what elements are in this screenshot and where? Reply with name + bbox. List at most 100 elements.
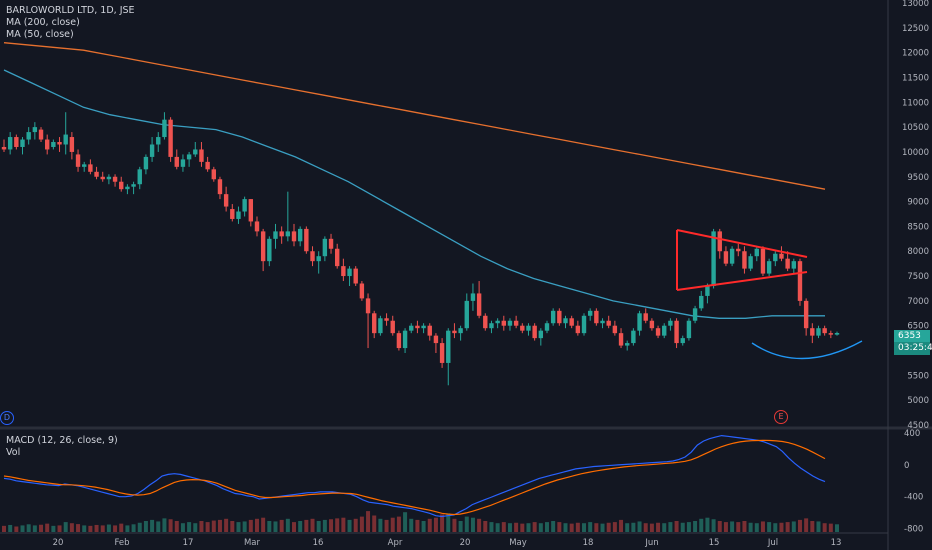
macd-tick-label: 400 — [904, 429, 920, 439]
volume-bar — [600, 523, 605, 532]
candle-body — [248, 199, 254, 222]
candle-body — [168, 119, 173, 157]
volume-bar — [88, 525, 93, 532]
candle-body — [458, 328, 463, 334]
ma200-legend: MA (200, close) — [6, 17, 80, 28]
volume-bar — [310, 518, 315, 532]
volume-bar — [779, 522, 784, 532]
candle-body — [495, 320, 500, 324]
volume-bar — [100, 525, 105, 532]
x-tick-label: 15 — [709, 538, 720, 548]
volume-bar — [797, 519, 802, 532]
volume-bar — [125, 525, 130, 532]
volume-bar — [569, 523, 574, 532]
y-tick-label: 4500 — [907, 421, 929, 431]
candle-body — [94, 171, 99, 177]
candle-body — [563, 318, 568, 324]
candle-body — [631, 330, 636, 344]
volume-bar — [162, 518, 167, 532]
x-tick-label: 16 — [313, 538, 324, 548]
volume-bar — [353, 518, 358, 532]
volume-bar — [686, 522, 691, 532]
candle-body — [452, 330, 457, 334]
candle-body — [489, 323, 494, 329]
candle-body — [186, 154, 192, 160]
candle-body — [736, 248, 741, 252]
volume-bar — [717, 521, 722, 532]
candle-body — [600, 320, 605, 324]
volume-bar — [199, 521, 204, 532]
volume-bar — [341, 517, 346, 532]
candle-body — [470, 293, 476, 301]
countdown-tag: 03:25:46 — [894, 342, 932, 355]
volume-bar — [316, 521, 321, 532]
earnings-marker-icon[interactable]: E — [774, 410, 788, 424]
volume-bar — [137, 522, 142, 532]
candle-body — [569, 318, 574, 326]
candle-body — [729, 248, 735, 264]
volume-bar — [489, 522, 494, 532]
volume-bar — [452, 518, 457, 532]
volume-bar — [205, 522, 210, 532]
x-tick-label: 13 — [831, 538, 842, 548]
candle-body — [557, 310, 562, 324]
candle-body — [446, 330, 451, 363]
volume-bar — [230, 521, 235, 532]
volume-bar — [637, 521, 642, 532]
candle-body — [279, 231, 284, 237]
ma50-legend: MA (50, close) — [6, 29, 74, 40]
candle-body — [341, 266, 346, 277]
candle-body — [63, 134, 68, 145]
candle-body — [193, 149, 198, 155]
candle-body — [260, 231, 266, 262]
candle-body — [26, 132, 31, 140]
dividend-marker-icon[interactable]: D — [0, 411, 14, 425]
candle-body — [464, 300, 469, 329]
volume-bar — [458, 521, 463, 532]
y-tick-label: 7500 — [907, 272, 929, 282]
volume-bar — [699, 518, 704, 532]
volume-bar — [649, 523, 654, 532]
candle-body — [723, 251, 729, 264]
candle-body — [57, 142, 62, 145]
candle-body — [717, 231, 722, 252]
candle-body — [501, 320, 506, 326]
candle-body — [816, 328, 821, 336]
candle-body — [662, 325, 667, 336]
candle-body — [347, 268, 352, 277]
volume-bar — [242, 521, 247, 532]
volume-bar — [464, 516, 469, 532]
volume-bar — [693, 521, 698, 532]
volume-bar — [273, 521, 278, 532]
volume-bar — [606, 522, 611, 532]
volume-bar — [39, 524, 44, 532]
volume-bar — [532, 522, 537, 532]
volume-bar — [359, 516, 364, 532]
y-tick-label: 9500 — [907, 173, 929, 183]
candle-body — [810, 328, 815, 336]
candle-body — [131, 184, 136, 187]
candle-body — [390, 320, 395, 334]
candle-body — [421, 325, 426, 329]
x-tick-label: Apr — [388, 538, 403, 548]
volume-bar — [131, 524, 136, 532]
volume-bar — [514, 522, 519, 532]
volume-bar — [224, 518, 229, 532]
candle-body — [38, 129, 44, 140]
volume-bar — [366, 511, 371, 532]
ma50-line — [3, 69, 825, 319]
candle-body — [359, 283, 365, 299]
candle-body — [655, 328, 661, 336]
candle-body — [199, 149, 204, 162]
volume-bar — [631, 522, 636, 532]
volume-bar — [14, 526, 19, 532]
volume-bar — [501, 522, 506, 532]
volume-bar — [446, 513, 451, 532]
volume-bar — [736, 522, 741, 532]
volume-bar — [2, 525, 6, 532]
lower-legend: MACD (12, 26, close, 9) Vol — [6, 435, 118, 459]
volume-bar — [656, 522, 661, 532]
candle-body — [742, 251, 747, 269]
y-tick-label: 12500 — [902, 24, 929, 34]
